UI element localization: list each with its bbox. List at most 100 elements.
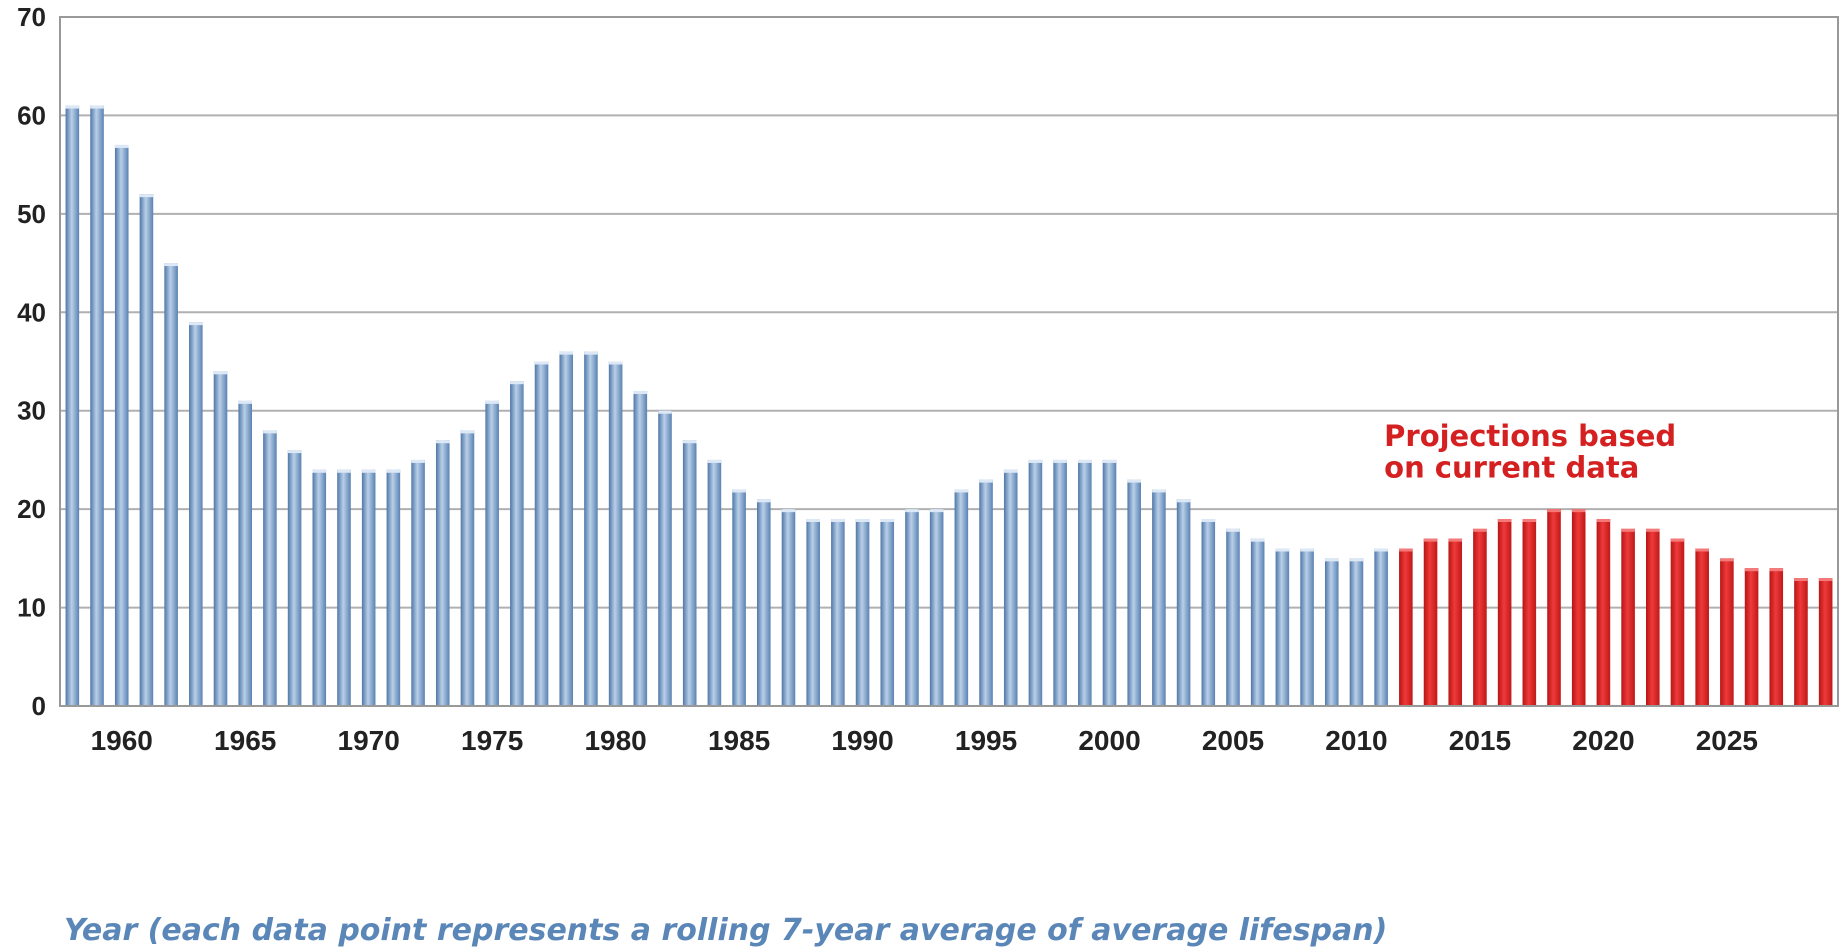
bar-2016	[1497, 518, 1512, 706]
bar-1998	[1053, 459, 1067, 706]
y-tick-label: 20	[17, 494, 46, 524]
bar-1994	[954, 489, 969, 706]
x-tick-label: 1970	[338, 725, 400, 756]
bar-1968	[312, 469, 327, 706]
bar-2004	[1201, 518, 1216, 706]
bar-2011	[1374, 548, 1388, 706]
bar-1974	[460, 430, 475, 706]
x-tick-label: 1960	[91, 725, 153, 756]
bar-cap-2021	[1621, 528, 1635, 532]
bar-1993	[929, 509, 944, 706]
bar-cap-1985	[732, 489, 746, 493]
bar-2028	[1794, 578, 1808, 706]
bar-cap-1996	[1003, 469, 1018, 473]
bar-cap-1976	[510, 381, 524, 385]
bar-cap-2001	[1127, 479, 1141, 483]
y-tick-label: 70	[17, 2, 46, 32]
bar-cap-1990	[855, 518, 870, 522]
y-tick-label: 10	[17, 593, 46, 623]
bar-cap-2020	[1596, 518, 1611, 522]
bar-2005	[1226, 528, 1240, 706]
bar-cap-1997	[1028, 459, 1043, 463]
bar-1961	[139, 194, 154, 706]
bar-cap-2007	[1275, 548, 1290, 552]
bar-cap-2012	[1399, 548, 1413, 552]
bar-1981	[633, 391, 648, 706]
bar-2015	[1473, 528, 1487, 706]
x-tick-label: 1990	[831, 725, 893, 756]
bar-1991	[880, 518, 895, 706]
bar-cap-1999	[1078, 459, 1092, 463]
bar-cap-2016	[1497, 518, 1512, 522]
bar-2027	[1769, 568, 1784, 706]
bar-2008	[1300, 548, 1314, 706]
bar-1967	[287, 450, 302, 706]
bar-1965	[238, 400, 252, 706]
bar-1992	[905, 509, 919, 706]
bar-1973	[435, 440, 450, 706]
bar-2029	[1818, 578, 1833, 706]
y-tick-label: 30	[17, 396, 46, 426]
bar-cap-1958	[65, 105, 80, 109]
bar-cap-1993	[929, 509, 944, 513]
bar-cap-1968	[312, 469, 327, 473]
bar-2019	[1571, 509, 1586, 706]
bar-cap-2028	[1794, 578, 1808, 582]
y-axis-ticks: 0 10 20 30 40 50 60 70	[17, 2, 46, 721]
bar-cap-1962	[164, 263, 178, 267]
bar-2010	[1349, 558, 1364, 706]
bar-cap-2005	[1226, 528, 1240, 532]
bar-cap-1964	[213, 371, 228, 375]
bar-2021	[1621, 528, 1635, 706]
bar-cap-2002	[1152, 489, 1166, 493]
bar-1960	[114, 144, 129, 706]
bar-cap-1992	[905, 509, 919, 513]
bar-1958	[65, 105, 80, 707]
bar-2026	[1744, 568, 1759, 706]
projection-annotation-line-2: on current data	[1384, 451, 1639, 485]
x-tick-label: 2010	[1325, 725, 1387, 756]
bar-2002	[1152, 489, 1166, 706]
bar-cap-1998	[1053, 459, 1067, 463]
bar-1988	[806, 518, 820, 706]
bar-cap-1980	[608, 361, 623, 365]
bar-cap-2018	[1547, 509, 1561, 513]
bar-2012	[1399, 548, 1413, 706]
bar-cap-1982	[658, 410, 672, 414]
y-tick-label: 50	[17, 199, 46, 229]
bar-2024	[1695, 548, 1709, 706]
x-tick-label: 1965	[214, 725, 276, 756]
bar-2003	[1176, 499, 1191, 706]
projection-annotation-line-1: Projections based	[1384, 419, 1676, 453]
x-tick-label: 1985	[708, 725, 770, 756]
bar-cap-1961	[139, 194, 154, 198]
bar-cap-1984	[707, 459, 722, 463]
bar-cap-2004	[1201, 518, 1216, 522]
bar-cap-2023	[1670, 538, 1685, 542]
bar-1959	[90, 105, 104, 707]
x-tick-label: 2025	[1696, 725, 1758, 756]
bar-2017	[1522, 518, 1537, 706]
x-tick-label: 2005	[1202, 725, 1264, 756]
plot-frame	[59, 16, 1839, 707]
bar-cap-2010	[1349, 558, 1364, 562]
bars-group	[65, 105, 1833, 707]
x-axis-label: Year (each data point represents a rolli…	[64, 913, 1387, 948]
bar-cap-1994	[954, 489, 969, 493]
bar-2013	[1423, 538, 1438, 706]
bar-cap-2015	[1473, 528, 1487, 532]
bar-cap-1959	[90, 105, 104, 109]
bar-1977	[534, 361, 549, 706]
bar-cap-2003	[1176, 499, 1191, 503]
bar-2006	[1250, 538, 1265, 706]
bar-1971	[386, 469, 401, 706]
bar-cap-1960	[114, 144, 129, 148]
bar-cap-1973	[435, 440, 450, 444]
bar-1983	[682, 440, 697, 706]
bar-cap-1987	[781, 509, 796, 513]
bar-1986	[757, 499, 771, 706]
bar-cap-1971	[386, 469, 401, 473]
bar-cap-1983	[682, 440, 697, 444]
bar-1989	[831, 518, 845, 706]
x-tick-label: 2000	[1078, 725, 1140, 756]
